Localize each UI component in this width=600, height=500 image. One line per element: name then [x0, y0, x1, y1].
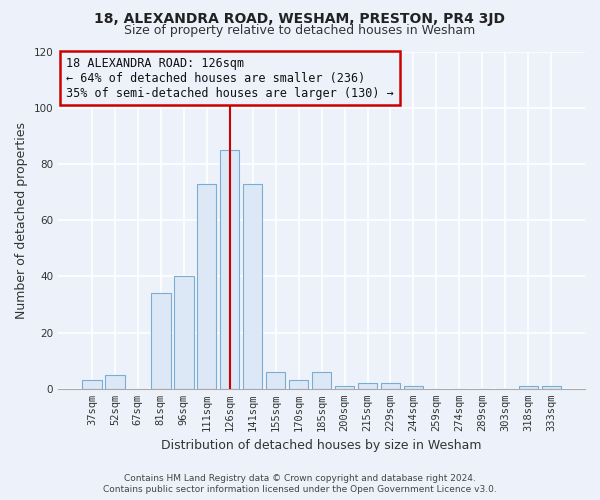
Bar: [358, 383, 377, 389]
Bar: [518, 386, 538, 389]
Bar: [381, 383, 400, 389]
Bar: [266, 372, 286, 389]
Bar: [197, 184, 217, 389]
Bar: [105, 375, 125, 389]
Bar: [174, 276, 194, 389]
Bar: [151, 293, 170, 389]
Bar: [335, 386, 355, 389]
Bar: [312, 372, 331, 389]
Bar: [82, 380, 101, 389]
Bar: [404, 386, 423, 389]
Bar: [243, 184, 262, 389]
Text: 18 ALEXANDRA ROAD: 126sqm
← 64% of detached houses are smaller (236)
35% of semi: 18 ALEXANDRA ROAD: 126sqm ← 64% of detac…: [66, 56, 394, 100]
Text: Contains HM Land Registry data © Crown copyright and database right 2024.
Contai: Contains HM Land Registry data © Crown c…: [103, 474, 497, 494]
Y-axis label: Number of detached properties: Number of detached properties: [15, 122, 28, 318]
Text: Size of property relative to detached houses in Wesham: Size of property relative to detached ho…: [124, 24, 476, 37]
Bar: [220, 150, 239, 389]
X-axis label: Distribution of detached houses by size in Wesham: Distribution of detached houses by size …: [161, 440, 482, 452]
Text: 18, ALEXANDRA ROAD, WESHAM, PRESTON, PR4 3JD: 18, ALEXANDRA ROAD, WESHAM, PRESTON, PR4…: [95, 12, 505, 26]
Bar: [289, 380, 308, 389]
Bar: [542, 386, 561, 389]
